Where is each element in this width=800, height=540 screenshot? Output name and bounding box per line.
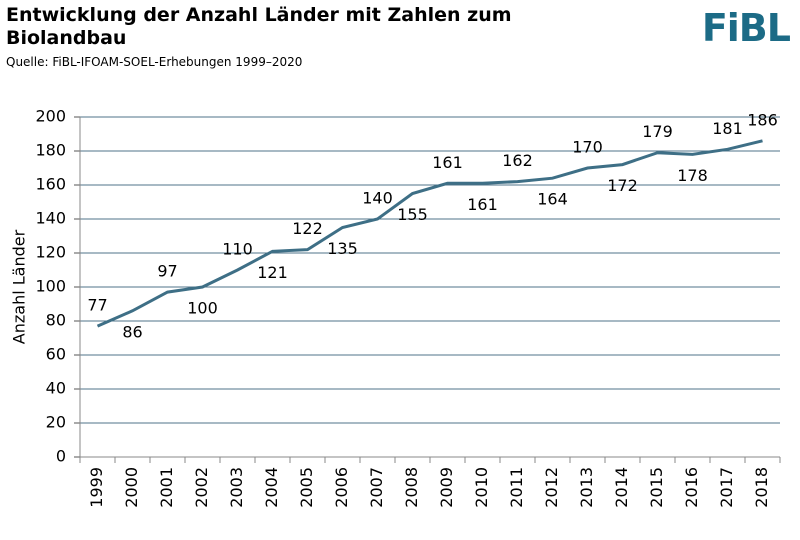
y-tick-label: 180 bbox=[35, 141, 66, 160]
chart-subtitle: Quelle: FiBL-IFOAM-SOEL-Erhebungen 1999–… bbox=[6, 55, 303, 69]
x-tick-label: 2010 bbox=[472, 467, 491, 508]
x-tick-label: 1999 bbox=[87, 467, 106, 508]
data-label: 135 bbox=[327, 239, 358, 258]
data-label: 77 bbox=[87, 296, 107, 315]
x-tick-label: 2002 bbox=[192, 467, 211, 508]
y-tick-label: 20 bbox=[46, 413, 66, 432]
x-tick-label: 2009 bbox=[437, 467, 456, 508]
x-tick-label: 2017 bbox=[717, 467, 736, 508]
x-tick-label: 2006 bbox=[332, 467, 351, 508]
y-tick-label: 40 bbox=[46, 379, 66, 398]
data-label: 172 bbox=[607, 176, 638, 195]
logo: FiBL bbox=[701, 6, 791, 50]
data-label: 86 bbox=[122, 322, 142, 341]
data-label: 155 bbox=[397, 205, 428, 224]
y-tick-label: 140 bbox=[35, 209, 66, 228]
x-tick-label: 2015 bbox=[647, 467, 666, 508]
data-label: 110 bbox=[222, 240, 253, 259]
data-label: 178 bbox=[677, 166, 708, 185]
data-label: 97 bbox=[157, 262, 177, 281]
data-label: 122 bbox=[292, 219, 323, 238]
data-label: 186 bbox=[747, 110, 778, 129]
y-axis-label: Anzahl Länder bbox=[10, 229, 29, 344]
x-tick-label: 2007 bbox=[367, 467, 386, 508]
x-tick-label: 2004 bbox=[262, 467, 281, 508]
data-label: 179 bbox=[642, 122, 673, 141]
chart-title: Entwicklung der Anzahl Länder mit Zahlen… bbox=[6, 4, 512, 49]
x-tick-label: 2001 bbox=[157, 467, 176, 508]
x-tick-label: 2014 bbox=[612, 467, 631, 508]
y-tick-label: 120 bbox=[35, 243, 66, 262]
y-tick-label: 80 bbox=[46, 311, 66, 330]
x-tick-label: 2005 bbox=[297, 467, 316, 508]
data-label: 121 bbox=[257, 263, 288, 282]
x-tick-label: 2011 bbox=[507, 467, 526, 508]
data-label: 162 bbox=[502, 151, 533, 170]
data-label: 161 bbox=[432, 153, 463, 172]
data-label: 140 bbox=[362, 189, 393, 208]
x-tick-label: 2008 bbox=[402, 467, 421, 508]
y-tick-label: 60 bbox=[46, 345, 66, 364]
y-tick-label: 200 bbox=[35, 107, 66, 126]
y-tick-label: 160 bbox=[35, 175, 66, 194]
x-tick-label: 2013 bbox=[577, 467, 596, 508]
data-label: 164 bbox=[537, 190, 568, 209]
x-tick-label: 2012 bbox=[542, 467, 561, 508]
data-label: 100 bbox=[187, 299, 218, 318]
y-tick-label: 100 bbox=[35, 277, 66, 296]
x-tick-label: 2003 bbox=[227, 467, 246, 508]
x-tick-label: 2018 bbox=[752, 467, 771, 508]
line bbox=[96, 139, 763, 328]
data-label: 161 bbox=[467, 195, 498, 214]
y-tick-label: 0 bbox=[56, 447, 66, 466]
x-tick-label: 2016 bbox=[682, 467, 701, 508]
data-label: 170 bbox=[572, 138, 603, 157]
data-label: 181 bbox=[712, 119, 743, 138]
x-tick-label: 2000 bbox=[122, 467, 141, 508]
